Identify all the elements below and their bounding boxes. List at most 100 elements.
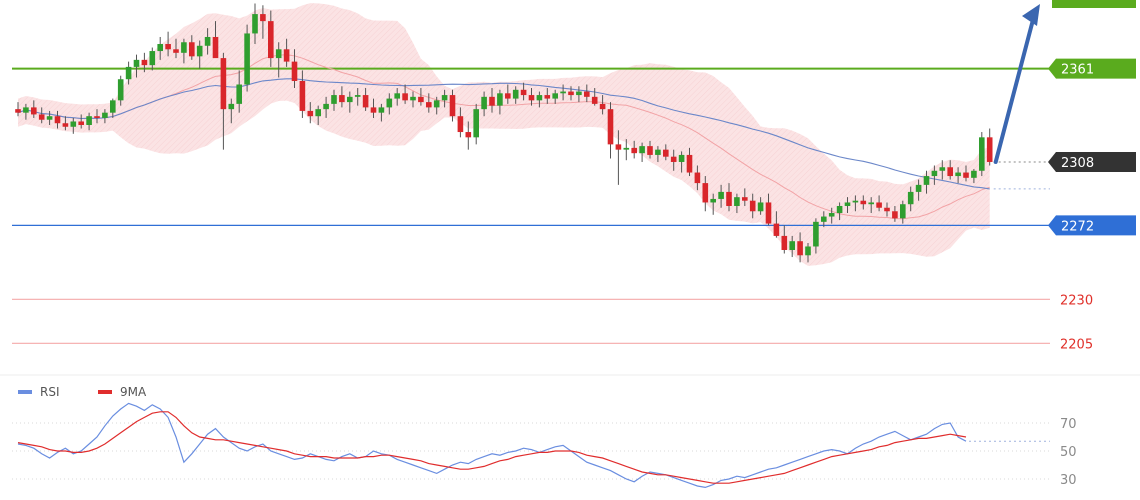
legend-swatch-rsi	[18, 390, 32, 394]
candle	[339, 86, 345, 108]
candle	[789, 235, 795, 258]
candle-body	[963, 172, 969, 178]
candle-body	[204, 36, 211, 46]
candle-body	[694, 172, 701, 184]
candle	[868, 197, 874, 214]
projection-arrow-layer	[993, 4, 1040, 164]
candle	[23, 103, 29, 120]
candle-body	[868, 202, 874, 205]
candle-body	[971, 170, 977, 178]
candle-body	[315, 109, 321, 117]
candle	[710, 193, 716, 215]
candle	[939, 160, 946, 180]
candle-body	[244, 33, 250, 85]
candle-body	[307, 110, 314, 117]
candle	[615, 130, 622, 185]
candle	[165, 31, 171, 57]
candle-body	[757, 202, 764, 212]
candle	[196, 40, 203, 69]
candles-layer	[15, 3, 993, 263]
candle-body	[505, 93, 511, 99]
candle	[520, 82, 527, 101]
candle-body	[584, 91, 590, 97]
rsi-series-rsi	[17, 402, 967, 489]
candle-body	[181, 42, 187, 53]
candle	[275, 42, 282, 78]
candle	[718, 184, 724, 208]
candle	[963, 165, 969, 182]
candle-body	[489, 96, 495, 106]
candle-body	[979, 137, 985, 171]
candle-body	[402, 93, 408, 101]
candle	[907, 186, 914, 212]
candle	[734, 193, 740, 214]
candle	[236, 70, 242, 113]
candle-body	[331, 95, 337, 104]
price-tag-2361	[1048, 58, 1136, 79]
candle-body	[212, 36, 219, 59]
candle	[370, 98, 377, 118]
price-tag-2272	[1048, 215, 1136, 236]
candle	[623, 139, 630, 161]
target-tag-top	[1052, 0, 1136, 8]
candle	[797, 232, 803, 263]
candle	[426, 93, 432, 113]
candle-body	[339, 95, 345, 103]
candle	[528, 88, 535, 106]
candle-body	[252, 14, 258, 34]
candle	[931, 165, 938, 185]
candle	[31, 100, 37, 118]
candle	[607, 102, 614, 159]
candle-body	[291, 61, 298, 81]
candle	[591, 88, 598, 106]
candle	[212, 21, 219, 59]
candle-body	[378, 107, 385, 113]
candle-body	[742, 197, 748, 201]
candle-body	[283, 49, 290, 62]
candle-body	[678, 154, 685, 162]
candle-body	[607, 109, 614, 145]
candle-body	[781, 235, 788, 250]
candle-body	[805, 246, 811, 256]
candle	[702, 176, 709, 212]
candle-body	[125, 66, 132, 80]
candle	[986, 128, 993, 166]
candle-body	[520, 89, 527, 96]
candle	[441, 89, 448, 108]
candle-body	[876, 202, 882, 208]
bollinger-band-layer	[18, 3, 990, 266]
candle-body	[196, 45, 203, 57]
candle	[252, 3, 258, 45]
candle	[481, 91, 487, 117]
candle	[62, 116, 69, 131]
candle	[149, 47, 156, 71]
candle-body	[726, 191, 732, 206]
candle-body	[923, 176, 930, 185]
candle	[465, 121, 472, 150]
candle	[102, 109, 108, 124]
candle	[663, 144, 669, 161]
candle-body	[836, 205, 843, 214]
candle	[15, 102, 21, 117]
candle	[173, 38, 179, 59]
candle	[765, 193, 772, 226]
candle	[726, 183, 732, 212]
candle-body	[852, 200, 859, 203]
candle-body	[236, 84, 242, 104]
candle-body	[552, 93, 558, 99]
rsi-panel: 70 50 30 RSI 9MA	[12, 385, 1077, 489]
candle	[781, 225, 788, 254]
candle	[560, 84, 566, 101]
candle-body	[189, 42, 195, 57]
candle	[449, 89, 456, 122]
candle	[38, 107, 45, 124]
candle-body	[655, 149, 661, 155]
candle	[291, 49, 298, 89]
candle-body	[410, 96, 416, 101]
candle	[228, 98, 235, 124]
candle	[204, 28, 211, 55]
candle-body	[599, 103, 606, 110]
candle-body	[354, 95, 361, 97]
candle	[54, 110, 61, 129]
